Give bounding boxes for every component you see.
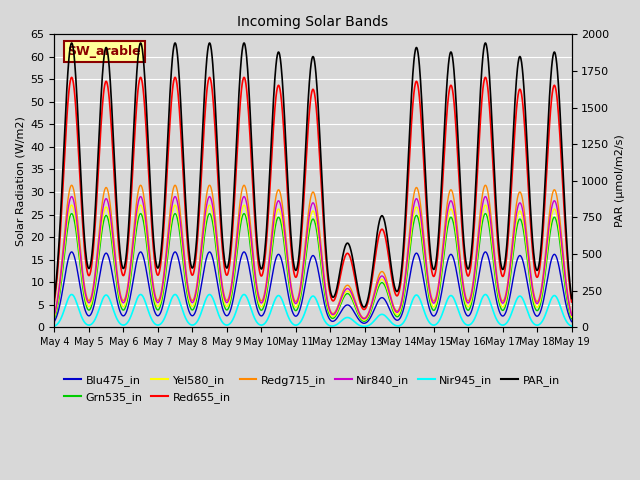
Y-axis label: Solar Radiation (W/m2): Solar Radiation (W/m2) [15,116,25,246]
Text: SW_arable: SW_arable [67,45,141,58]
Legend: Blu475_in, Grn535_in, Yel580_in, Red655_in, Redg715_in, Nir840_in, Nir945_in, PA: Blu475_in, Grn535_in, Yel580_in, Red655_… [60,371,564,407]
Title: Incoming Solar Bands: Incoming Solar Bands [237,15,388,29]
Y-axis label: PAR (μmol/m2/s): PAR (μmol/m2/s) [615,134,625,227]
